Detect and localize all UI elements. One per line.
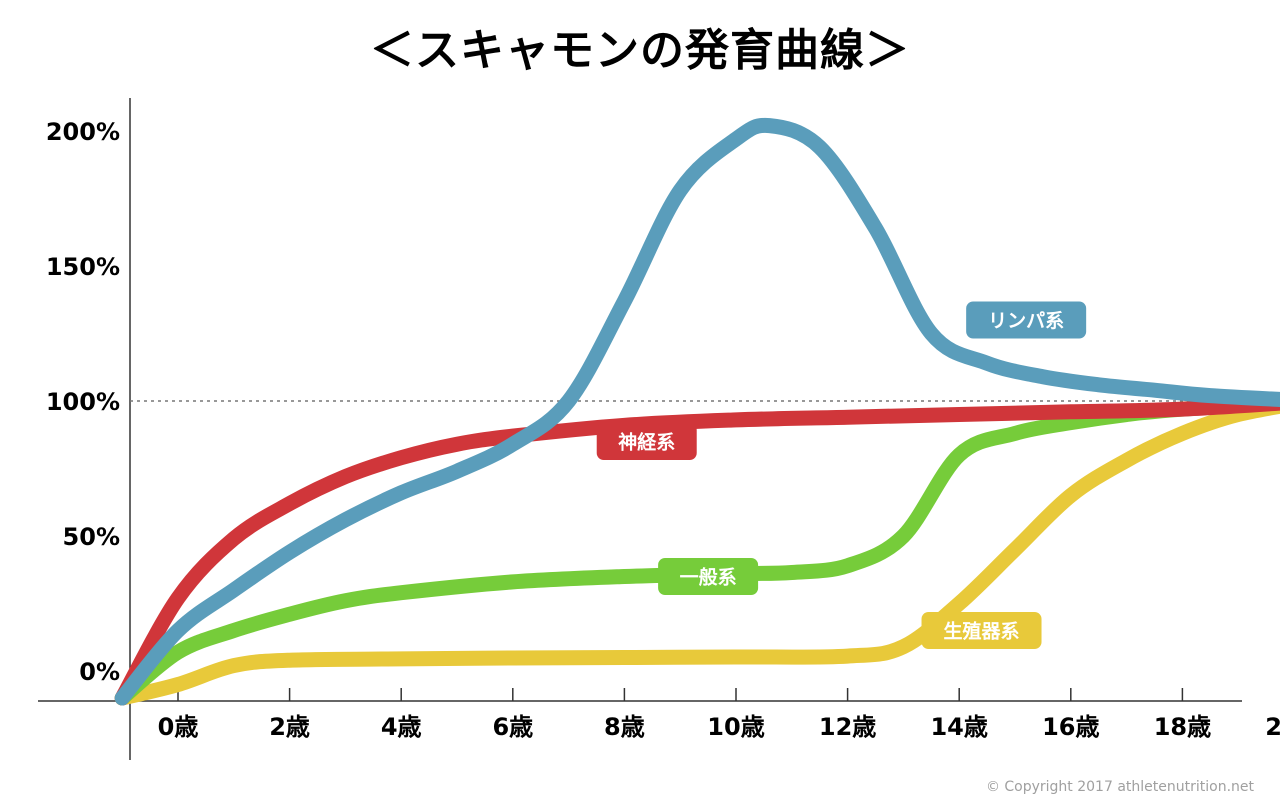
y-tick-label: 100% bbox=[46, 388, 120, 416]
y-tick-label: 0% bbox=[79, 658, 120, 686]
y-tick-label: 150% bbox=[46, 253, 120, 281]
x-tick-label: 16歳 bbox=[1042, 713, 1099, 741]
x-tick-label: 12歳 bbox=[819, 713, 876, 741]
series-label-3: リンパ系 bbox=[988, 310, 1064, 332]
x-tick-label: 20歳 bbox=[1265, 713, 1280, 741]
axes bbox=[38, 98, 1242, 760]
x-tick-label: 0歳 bbox=[158, 713, 199, 741]
series-label-box-2 bbox=[596, 423, 697, 460]
page-title: ＜スキャモンの発育曲線＞ bbox=[370, 25, 910, 76]
x-tick-label: 8歳 bbox=[604, 713, 645, 741]
series-labels: 生殖器系 一般系 神経系 リンパ系 bbox=[596, 301, 1087, 649]
series-line-1 bbox=[114, 395, 1280, 706]
x-tick-labels: 0歳 2歳 4歳 6歳 8歳 10歳 12歳 14歳 16歳 18歳 20歳 bbox=[158, 688, 1280, 741]
copyright-text: © Copyright 2017 athletenutrition.net bbox=[985, 779, 1254, 795]
series-line-0 bbox=[114, 398, 1280, 706]
x-tick-label: 10歳 bbox=[707, 713, 764, 741]
series-label-1: 一般系 bbox=[680, 566, 737, 589]
series-line-3 bbox=[114, 117, 1280, 706]
series-label-box-0 bbox=[921, 612, 1042, 649]
series-label-box-3 bbox=[966, 301, 1087, 339]
x-tick-label: 2歳 bbox=[269, 713, 310, 741]
series-label-0: 生殖器系 bbox=[944, 620, 1020, 643]
x-tick-label: 6歳 bbox=[492, 713, 533, 741]
x-tick-label: 4歳 bbox=[381, 713, 422, 741]
series-lines bbox=[114, 117, 1280, 706]
series-line-2 bbox=[114, 395, 1280, 706]
series-label-2: 神経系 bbox=[618, 431, 675, 454]
y-tick-label: 200% bbox=[46, 118, 120, 146]
x-tick-label: 14歳 bbox=[930, 713, 987, 741]
y-tick-label: 50% bbox=[63, 523, 120, 551]
series-label-box-1 bbox=[658, 558, 759, 595]
y-tick-labels: 0% 50% 100% 150% 200% bbox=[46, 118, 120, 686]
x-tick-label: 18歳 bbox=[1154, 713, 1211, 741]
